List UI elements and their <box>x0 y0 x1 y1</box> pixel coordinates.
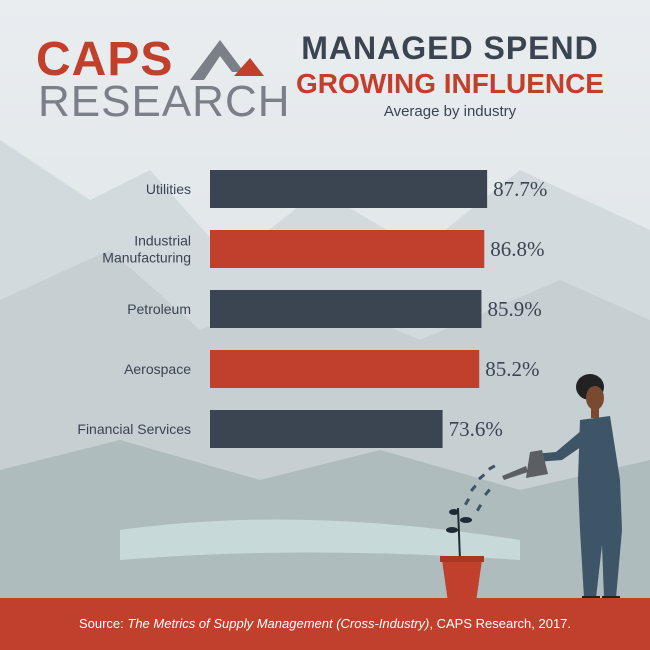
source-text: Source: The Metrics of Supply Management… <box>78 616 572 631</box>
category-label: Aerospace <box>124 361 191 377</box>
bar-aerospace <box>210 350 480 388</box>
watering-can <box>526 450 548 478</box>
value-label: 87.7% <box>493 177 547 201</box>
chart-title: MANAGED SPEND <box>301 30 599 66</box>
value-label: 85.9% <box>487 297 541 321</box>
category-label: Financial Services <box>77 421 191 437</box>
chart-subtitle: Average by industry <box>383 103 517 120</box>
logo-caps-text: CAPS <box>36 33 174 86</box>
bar-petroleum <box>210 290 482 328</box>
bar-utilities <box>210 170 488 208</box>
legs <box>580 530 622 598</box>
source-footer: Source: The Metrics of Supply Management… <box>0 598 650 650</box>
category-label: Petroleum <box>127 301 191 317</box>
plant <box>446 507 472 561</box>
face <box>586 386 604 410</box>
watering-can-spout <box>502 466 528 480</box>
value-label: 85.2% <box>485 357 539 381</box>
value-label: 73.6% <box>449 417 503 441</box>
source-work-title: The Metrics of Supply Management (Cross-… <box>127 616 430 631</box>
category-label: Utilities <box>146 181 191 197</box>
logo-research-text: RESEARCH <box>38 77 291 126</box>
water-drops <box>464 464 496 512</box>
jacket <box>578 416 622 530</box>
arm <box>534 430 588 462</box>
chart-title-secondary: GROWING INFLUENCE <box>296 68 604 99</box>
flower-pot-rim <box>440 556 484 562</box>
bar-financial-services <box>210 410 443 448</box>
neck <box>591 408 599 418</box>
logo-chevron-icon <box>190 40 264 80</box>
value-label: 86.8% <box>490 237 544 261</box>
flower-pot <box>442 560 482 602</box>
category-label: Industrial Manufacturing <box>102 233 191 266</box>
bar-chart: 87.7% Utilities 86.8% Industrial Manufacturi… <box>77 170 547 448</box>
caps-research-logo: CAPS RESEARCH <box>36 33 290 126</box>
woman-watering-plant-illustration <box>440 374 622 602</box>
bar-industrial-manufacturing <box>210 230 485 268</box>
